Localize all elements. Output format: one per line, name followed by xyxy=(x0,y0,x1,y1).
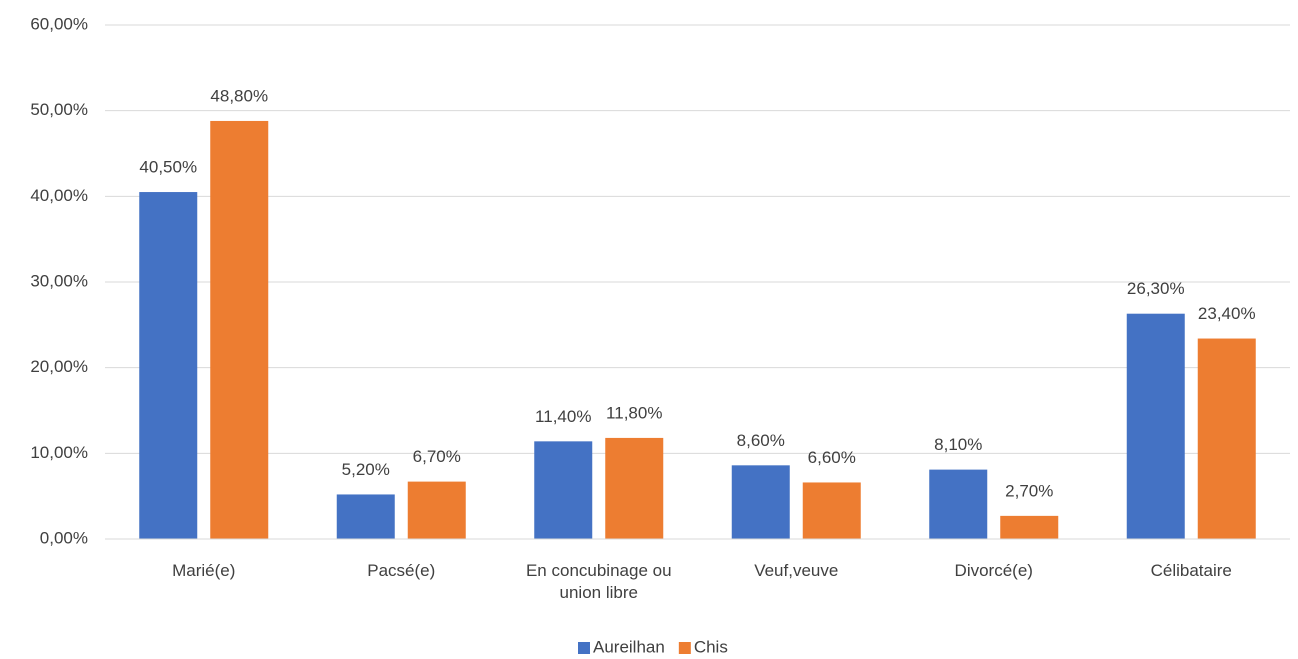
legend-swatch xyxy=(678,642,691,654)
x-tick-label: Célibataire xyxy=(1150,561,1232,580)
bar xyxy=(929,469,988,539)
y-tick-label: 10,00% xyxy=(30,443,88,462)
bar xyxy=(1126,313,1185,539)
bar xyxy=(605,437,664,539)
y-tick-label: 60,00% xyxy=(30,14,88,33)
data-label: 26,30% xyxy=(1127,279,1185,298)
data-label: 6,70% xyxy=(413,447,461,466)
bar xyxy=(1000,515,1059,539)
y-tick-label: 50,00% xyxy=(30,100,88,119)
data-label: 2,70% xyxy=(1005,481,1053,500)
y-tick-label: 40,00% xyxy=(30,186,88,205)
data-label: 40,50% xyxy=(139,158,197,177)
legend-label: Chis xyxy=(694,637,728,656)
data-label: 11,40% xyxy=(535,407,591,426)
y-tick-label: 30,00% xyxy=(30,271,88,290)
data-label: 8,60% xyxy=(737,431,785,450)
legend-swatch xyxy=(578,642,590,654)
legend-label: Aureilhan xyxy=(593,637,665,656)
y-tick-label: 0,00% xyxy=(40,528,88,547)
data-label: 48,80% xyxy=(210,86,268,105)
bar xyxy=(336,494,395,539)
bar xyxy=(139,192,198,540)
x-tick-label: Marié(e) xyxy=(172,561,236,580)
data-label: 8,10% xyxy=(934,435,982,454)
x-tick-label: Pacsé(e) xyxy=(367,561,436,580)
bar xyxy=(1197,338,1256,539)
bar xyxy=(802,482,861,539)
x-tick-label: En concubinage ou union libre xyxy=(525,561,672,602)
y-tick-label: 20,00% xyxy=(30,357,88,376)
data-label: 11,80% xyxy=(606,403,662,422)
bar xyxy=(534,441,593,539)
x-tick-label: Veuf,veuve xyxy=(754,561,839,580)
data-label: 5,20% xyxy=(342,460,390,479)
bar xyxy=(731,465,790,539)
bar xyxy=(210,120,269,540)
x-tick-label: Divorcé(e) xyxy=(954,561,1033,580)
bar xyxy=(407,481,466,539)
data-label: 6,60% xyxy=(808,448,856,467)
data-label: 23,40% xyxy=(1198,304,1256,323)
